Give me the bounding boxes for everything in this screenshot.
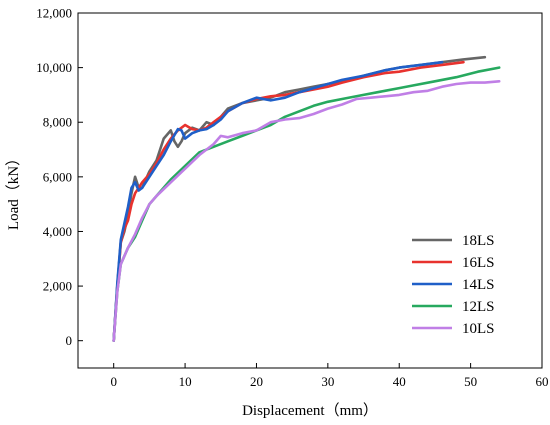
y-tick-label: 12,000 (36, 6, 72, 21)
x-tick-label: 40 (393, 374, 406, 389)
series-lines (112, 55, 501, 342)
y-axis-ticks: 0 2,000 4,000 6,000 8,000 10,000 12,000 (36, 6, 83, 348)
x-tick-label: 0 (110, 374, 117, 389)
legend-label-14ls: 14LS (462, 277, 495, 293)
series-line-18ls (112, 55, 487, 342)
x-tick-label: 20 (250, 374, 263, 389)
series-line-14ls (112, 60, 444, 342)
legend: 18LS 16LS 14LS 12LS 10LS (412, 233, 495, 337)
y-tick-label: 2,000 (43, 279, 72, 294)
x-axis-title: Displacement（mm） (242, 402, 378, 419)
series-line-12ls (112, 66, 501, 342)
x-axis-ticks: 0 10 20 30 40 50 60 (110, 363, 549, 389)
x-tick-label: 10 (179, 374, 192, 389)
legend-label-16ls: 16LS (462, 255, 495, 271)
legend-label-18ls: 18LS (462, 233, 495, 249)
plot-frame (77, 12, 543, 369)
legend-label-12ls: 12LS (462, 299, 495, 315)
series-line-10ls (112, 80, 501, 342)
series-line-16ls (112, 60, 465, 342)
plot-area-border (77, 12, 543, 369)
y-tick-label: 4,000 (43, 224, 72, 239)
x-tick-label: 50 (464, 374, 477, 389)
y-tick-label: 6,000 (43, 169, 72, 184)
x-tick-label: 60 (536, 374, 549, 389)
y-tick-label: 0 (66, 333, 73, 348)
x-tick-label: 30 (321, 374, 334, 389)
y-tick-label: 10,000 (36, 60, 72, 75)
y-axis-title: Load（kN） (5, 151, 22, 230)
legend-label-10ls: 10LS (462, 321, 495, 337)
y-tick-label: 8,000 (43, 115, 72, 130)
